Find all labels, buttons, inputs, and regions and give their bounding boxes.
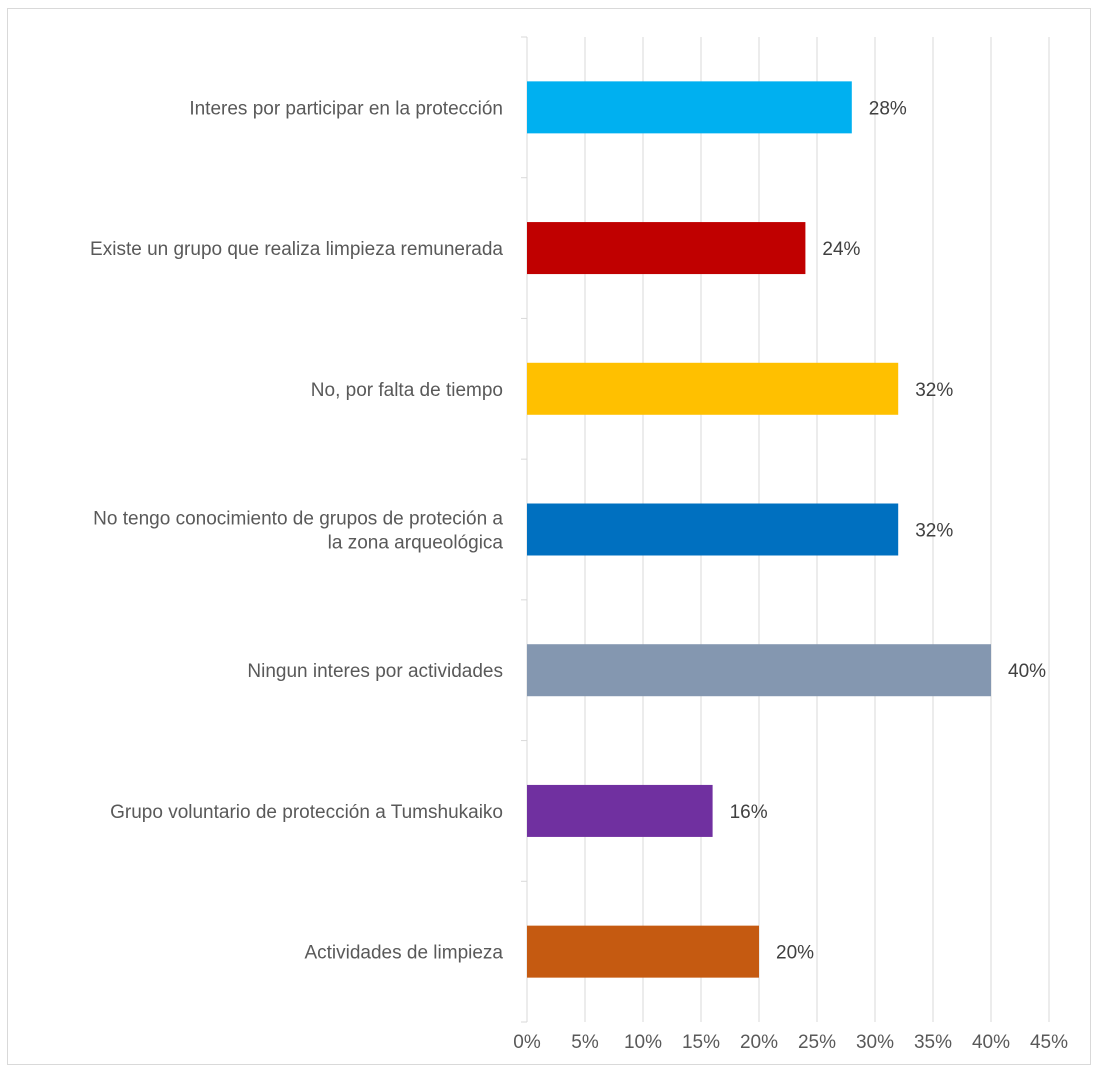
category-labels: Interes por participar en la protección E… (90, 98, 503, 963)
x-tick-labels: 0% 5% 10% 15% 20% 25% 30% 35% 40% 45% (513, 1032, 1068, 1053)
x-tick-label: 35% (914, 1032, 952, 1053)
bar (527, 925, 759, 978)
x-tick-label: 5% (571, 1032, 599, 1053)
category-label: No, por falta de tiempo (311, 380, 503, 401)
bar (527, 362, 899, 415)
category-label: Ningun interes por actividades (247, 661, 503, 682)
data-label: 32% (915, 380, 953, 401)
data-label: 24% (822, 239, 860, 260)
x-tick-label: 40% (972, 1032, 1010, 1053)
bars (527, 81, 991, 978)
category-axis (521, 36, 528, 1023)
x-tick-label: 25% (798, 1032, 836, 1053)
bar (527, 784, 713, 837)
bar (527, 503, 899, 556)
category-label: No tengo conocimiento de grupos de prote… (93, 509, 503, 530)
category-label: Grupo voluntario de protección a Tumshuk… (110, 802, 503, 823)
data-labels: 28% 24% 32% 32% 40% 16% 20% (730, 98, 1047, 963)
x-tick-label: 20% (740, 1032, 778, 1053)
category-label: Interes por participar en la protección (189, 98, 503, 119)
x-tick-label: 0% (513, 1032, 541, 1053)
data-label: 32% (915, 521, 953, 542)
bar (527, 81, 852, 134)
bar (527, 644, 991, 697)
data-label: 40% (1008, 661, 1046, 682)
category-label: Existe un grupo que realiza limpieza rem… (90, 239, 503, 260)
x-tick-label: 30% (856, 1032, 894, 1053)
category-label: Actividades de limpieza (304, 943, 503, 964)
x-tick-label: 45% (1030, 1032, 1068, 1053)
category-label: la zona arqueológica (328, 533, 504, 554)
data-label: 16% (730, 802, 768, 823)
data-label: 20% (776, 943, 814, 964)
x-tick-label: 10% (624, 1032, 662, 1053)
data-label: 28% (869, 98, 907, 119)
x-tick-label: 15% (682, 1032, 720, 1053)
bar (527, 222, 806, 275)
